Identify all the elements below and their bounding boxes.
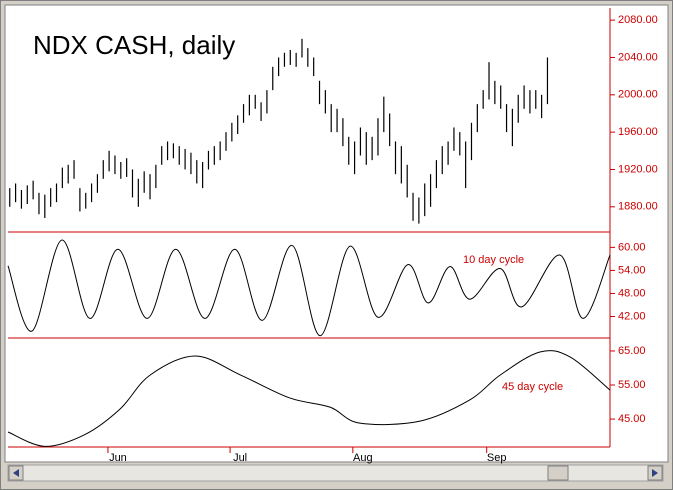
y-tick-label: 60.00 — [618, 241, 646, 253]
cycle-line — [7, 350, 611, 447]
chart-area — [4, 4, 669, 463]
cycle-line — [7, 239, 611, 337]
y-tick-label: 45.00 — [618, 413, 646, 425]
y-tick-label: 65.00 — [618, 345, 646, 357]
x-tick-label: Jul — [233, 452, 247, 464]
y-tick-label: 48.00 — [618, 287, 646, 299]
y-tick-label: 55.00 — [618, 379, 646, 391]
y-tick-label: 1880.00 — [618, 201, 658, 213]
y-tick-label: 2000.00 — [618, 89, 658, 101]
annotation: 10 day cycle — [463, 254, 524, 266]
y-tick-label: 2040.00 — [618, 51, 658, 63]
arrow-icon — [652, 469, 658, 477]
y-tick-label: 1920.00 — [618, 163, 658, 175]
y-tick-label: 2080.00 — [618, 14, 658, 26]
y-tick-label: 54.00 — [618, 264, 646, 276]
scrollbar[interactable] — [7, 464, 664, 482]
y-tick-label: 42.00 — [618, 310, 646, 322]
x-tick-label: Sep — [487, 452, 507, 464]
y-tick-label: 1960.00 — [618, 126, 658, 138]
chart-title: NDX CASH, daily — [33, 30, 235, 60]
scroll-track[interactable] — [7, 464, 664, 482]
arrow-icon — [13, 469, 19, 477]
scroll-thumb[interactable] — [547, 465, 569, 481]
x-tick-label: Aug — [353, 452, 373, 464]
annotation: 45 day cycle — [502, 381, 563, 393]
x-tick-label: Jun — [109, 452, 127, 464]
